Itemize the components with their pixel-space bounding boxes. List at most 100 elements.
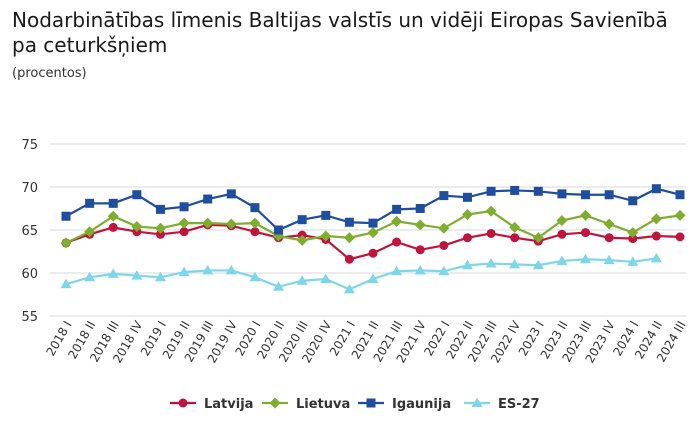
data-point (674, 209, 686, 221)
data-point (580, 209, 592, 221)
series-es-27 (60, 252, 662, 294)
data-point (486, 186, 496, 196)
data-point (249, 271, 261, 282)
data-point (650, 252, 662, 263)
data-point (486, 228, 496, 238)
data-point (581, 190, 591, 200)
data-point (320, 273, 332, 284)
data-point (178, 398, 188, 408)
data-point (84, 226, 96, 238)
data-point (580, 253, 592, 264)
data-point (155, 229, 165, 239)
data-point (414, 264, 426, 275)
data-point (131, 221, 143, 233)
data-point (438, 222, 450, 234)
legend-item: Igaunija (358, 397, 451, 412)
data-point (368, 218, 378, 228)
data-point (461, 259, 473, 270)
series-line (65, 257, 657, 291)
data-point (343, 232, 355, 244)
data-point (485, 205, 497, 217)
legend-item: ES-27 (464, 397, 540, 412)
data-point (250, 227, 260, 237)
data-point (203, 194, 213, 204)
y-tick-label: 70 (21, 181, 38, 196)
data-point (485, 258, 497, 268)
data-point (344, 254, 354, 264)
data-point (320, 230, 332, 242)
data-point (296, 234, 308, 246)
data-point (225, 264, 237, 275)
data-point (367, 227, 379, 239)
data-point (108, 222, 118, 232)
data-point (533, 186, 543, 196)
data-point (131, 270, 143, 280)
data-point (439, 240, 449, 250)
data-point (60, 278, 72, 289)
data-point (604, 233, 614, 243)
data-point (414, 219, 426, 231)
data-point (274, 225, 284, 235)
legend-item: Lietuva (262, 397, 350, 412)
data-point (154, 271, 166, 282)
legend-label: Igaunija (392, 397, 451, 412)
data-point (296, 275, 308, 285)
data-point (651, 231, 661, 241)
data-point (628, 196, 638, 206)
data-point (107, 210, 119, 222)
data-point (132, 190, 142, 200)
data-point (392, 237, 402, 247)
data-point (438, 265, 450, 276)
data-point (297, 215, 307, 225)
data-point (107, 268, 119, 278)
series-igaunija (61, 184, 685, 235)
data-point (415, 245, 425, 255)
data-point (509, 221, 521, 233)
data-point (178, 266, 190, 277)
series-lietuva (60, 205, 686, 249)
data-point (392, 204, 402, 214)
data-point (557, 229, 567, 239)
data-point (627, 256, 639, 266)
data-point (651, 184, 661, 194)
data-point (415, 204, 425, 213)
data-point (61, 211, 71, 221)
data-point (344, 217, 354, 227)
y-tick-label: 65 (21, 224, 38, 239)
data-point (366, 398, 376, 408)
y-tick-label: 75 (21, 138, 38, 153)
data-point (60, 237, 72, 249)
data-point (202, 217, 214, 229)
data-point (556, 255, 568, 265)
data-point (391, 215, 403, 227)
data-point (108, 198, 118, 208)
data-point (581, 228, 591, 238)
data-point (557, 189, 567, 199)
data-point (471, 397, 483, 407)
data-point (179, 202, 189, 212)
data-point (603, 254, 615, 265)
data-point (368, 248, 378, 258)
data-point (273, 281, 285, 291)
data-point (532, 232, 544, 244)
data-point (226, 189, 236, 199)
data-point (556, 215, 568, 227)
data-point (154, 222, 166, 234)
data-point (461, 209, 473, 221)
data-point (367, 273, 379, 284)
data-point (510, 233, 520, 243)
data-point (462, 192, 472, 202)
data-point (84, 271, 96, 282)
data-point (343, 283, 355, 294)
data-point (249, 217, 261, 229)
data-point (439, 191, 449, 201)
legend-item: Latvija (170, 397, 253, 412)
data-point (462, 233, 472, 243)
data-point (202, 264, 214, 275)
data-point (85, 198, 95, 208)
chart-subtitle: (procentos) (12, 66, 87, 81)
data-point (509, 258, 521, 269)
legend-label: Lietuva (296, 397, 350, 412)
data-point (675, 232, 685, 242)
